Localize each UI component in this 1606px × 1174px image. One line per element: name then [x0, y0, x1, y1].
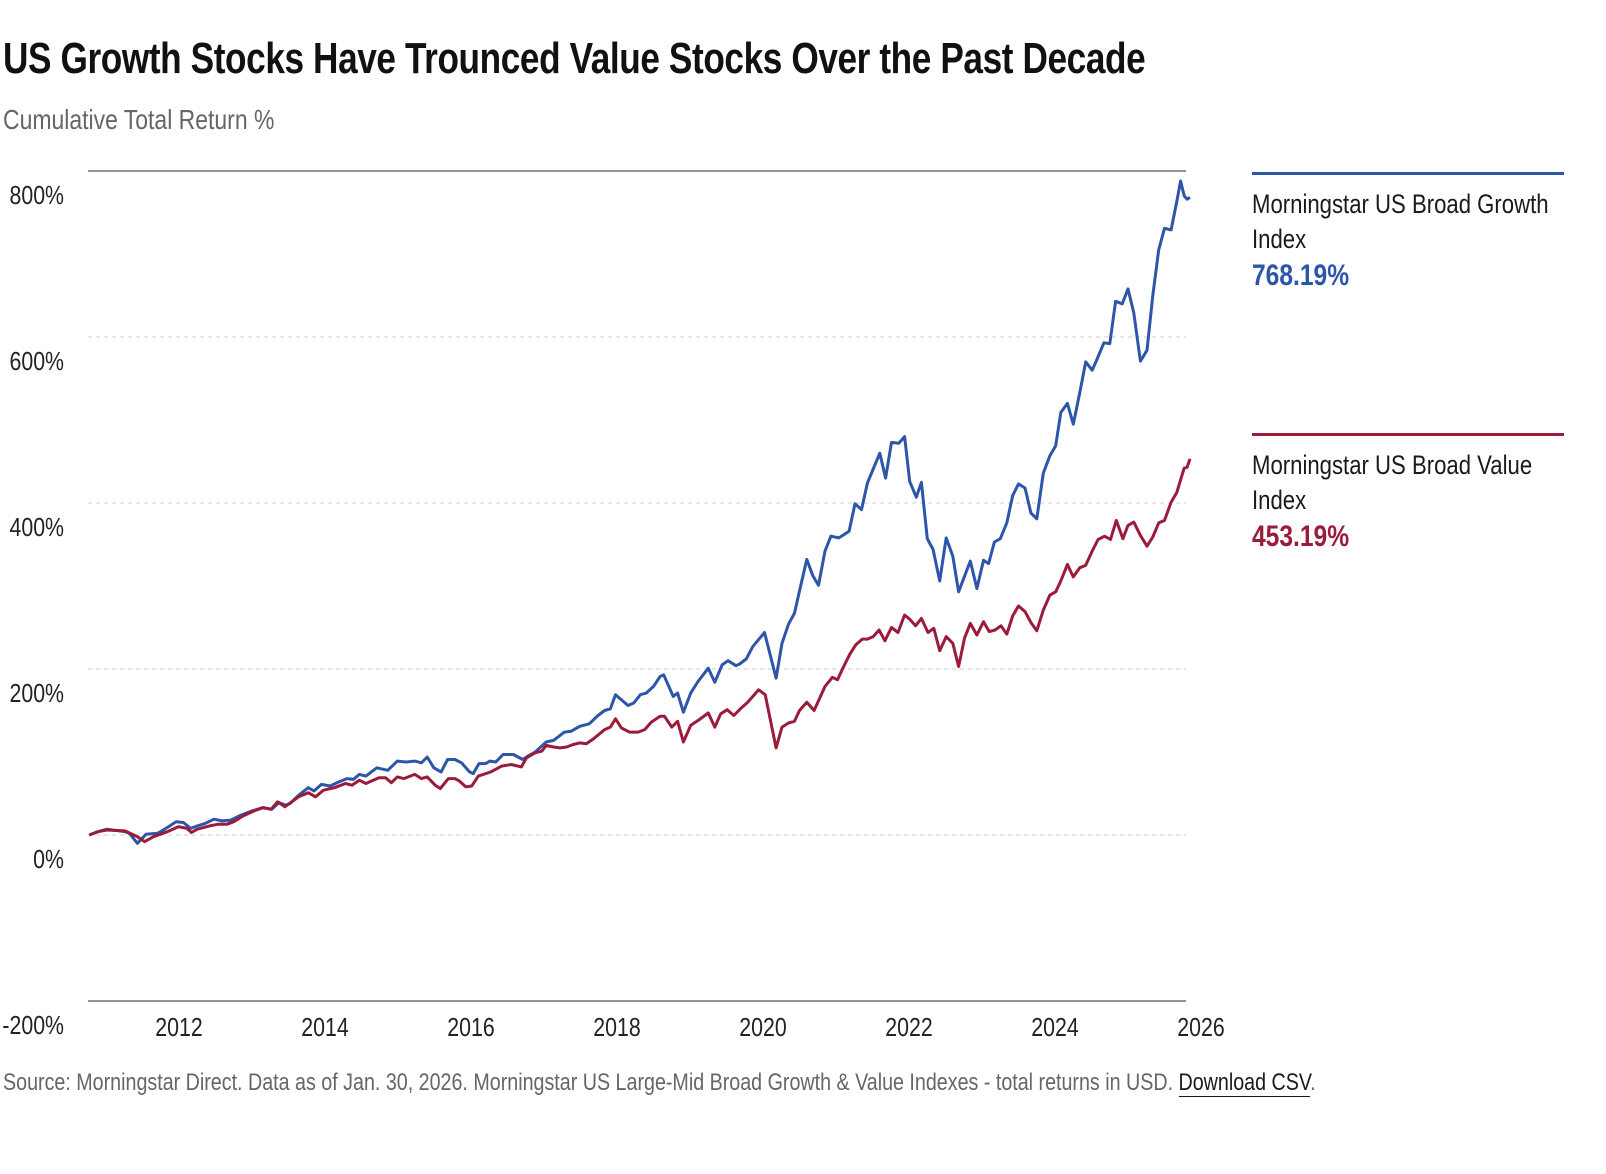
x-tick-label: 2014	[301, 1013, 348, 1043]
legend-value-growth: 768.19%	[1252, 259, 1350, 292]
y-tick-label: 200%	[9, 679, 64, 709]
legend-value-value: 453.19%	[1252, 520, 1350, 553]
download-csv-link[interactable]: Download CSV	[1178, 1069, 1311, 1097]
y-tick-label: 400%	[9, 513, 64, 543]
y-tick-label: -200%	[2, 1011, 64, 1041]
x-tick-label: 2012	[155, 1013, 202, 1043]
x-tick-label: 2016	[447, 1013, 494, 1043]
legend-item-value: Morningstar US Broad Value Index 453.19%	[1252, 433, 1564, 554]
source-note: Source: Morningstar Direct. Data as of J…	[3, 1069, 1316, 1097]
series-lines	[88, 179, 1192, 845]
legend-swatch-value	[1252, 433, 1564, 436]
y-axis-ticks: 800% 600% 400% 200% 0% -200%	[2, 181, 64, 1041]
x-tick-label: 2022	[885, 1013, 932, 1043]
chart-title: US Growth Stocks Have Trounced Value Sto…	[3, 34, 1146, 83]
legend-label-value: Morningstar US Broad Value Index	[1252, 450, 1533, 515]
x-axis-ticks: 2012 2014 2016 2018 2020 2022 2024 2026	[155, 1013, 1224, 1043]
x-tick-label: 2024	[1031, 1013, 1078, 1043]
source-text: Source: Morningstar Direct. Data as of J…	[3, 1069, 1174, 1096]
gridlines	[88, 170, 1186, 1002]
legend-swatch-growth	[1252, 172, 1564, 175]
legend-label-growth: Morningstar US Broad Growth Index	[1252, 189, 1549, 254]
growth-index-line	[88, 179, 1191, 845]
value-index-line	[88, 458, 1192, 844]
y-tick-label: 0%	[33, 845, 64, 875]
legend-item-growth: Morningstar US Broad Growth Index 768.19…	[1252, 172, 1564, 293]
x-tick-label: 2020	[739, 1013, 786, 1043]
source-trailing: .	[1310, 1069, 1316, 1096]
x-tick-label: 2026	[1177, 1013, 1224, 1043]
chart-subtitle: Cumulative Total Return %	[3, 104, 275, 135]
x-tick-label: 2018	[593, 1013, 640, 1043]
y-tick-label: 800%	[9, 181, 64, 211]
y-tick-label: 600%	[9, 347, 64, 377]
